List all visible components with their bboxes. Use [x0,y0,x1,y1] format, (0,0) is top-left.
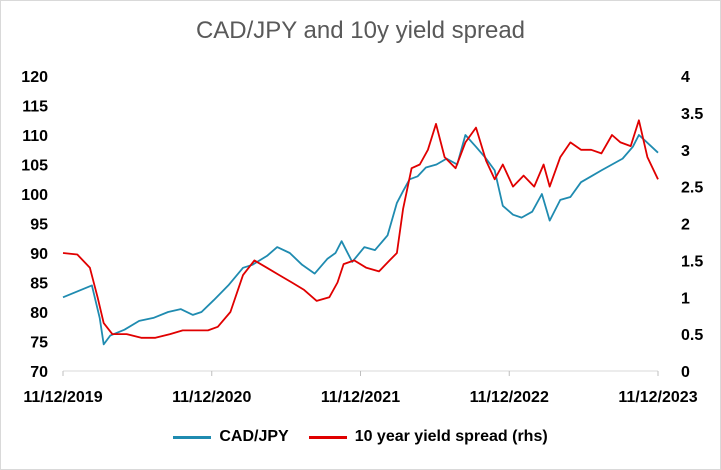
y-left-tick-label: 80 [30,305,48,322]
y-left-tick-label: 70 [30,364,48,381]
y-right-tick-label: 0 [681,364,690,381]
series-line-cadjpy [62,134,659,346]
y-right-tick-label: 3 [681,143,690,160]
y-left-tick-label: 105 [21,158,48,175]
chart-title: CAD/JPY and 10y yield spread [195,17,526,44]
y-left-tick-label: 120 [21,69,48,86]
y-left-tick-label: 75 [30,335,48,352]
x-tick-label: 11/12/2019 [23,389,102,406]
y-left-tick-label: 90 [30,246,48,263]
y-right-tick-label: 1 [681,290,690,307]
legend-item-cadjpy: CAD/JPY [173,428,289,446]
x-tick-label: 11/12/2022 [470,389,549,406]
legend-label-cadjpy: CAD/JPY [219,428,289,445]
x-tick-label: 11/12/2020 [172,389,251,406]
y-left-tick-label: 95 [30,217,48,234]
legend-item-yield-spread: 10 year yield spread (rhs) [308,428,548,446]
y-left-tick-label: 115 [22,99,48,116]
y-right-tick-label: 3.5 [681,106,703,123]
y-right-tick-label: 4 [681,69,690,86]
legend-label-yield-spread: 10 year yield spread (rhs) [354,428,548,445]
series-line-yield-spread [62,119,659,339]
x-tick-label: 11/12/2021 [321,389,400,406]
y-left-tick-label: 100 [21,187,48,204]
y-right-tick-label: 1.5 [681,253,703,270]
y-right-tick-label: 0.5 [681,327,703,344]
y-left-tick-label: 110 [22,128,48,145]
y-right-tick-label: 2.5 [681,180,703,197]
legend-swatch-yield-spread [308,435,347,439]
chart-legend: CAD/JPY 10 year yield spread (rhs) [1,428,720,446]
y-right-tick-label: 2 [681,217,690,234]
y-left-tick-label: 85 [30,276,48,293]
x-tick-label: 11/12/2023 [618,389,697,406]
legend-swatch-cadjpy [173,435,212,439]
